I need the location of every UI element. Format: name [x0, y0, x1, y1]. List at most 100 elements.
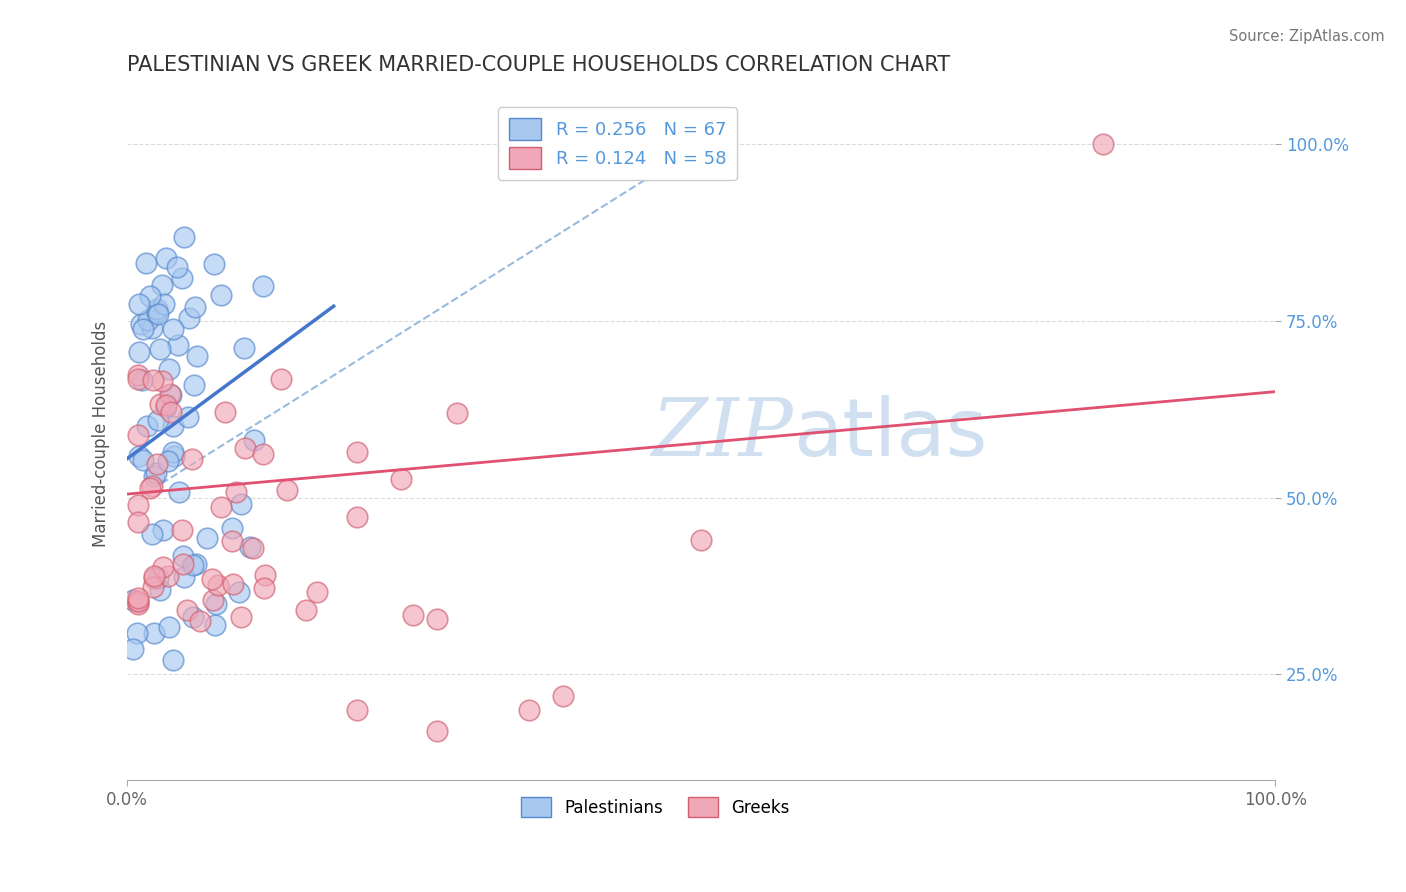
Point — [148, 397, 170, 411]
Point — [232, 342, 254, 356]
Point — [242, 541, 264, 555]
Point — [173, 570, 195, 584]
Point — [517, 703, 540, 717]
Point — [138, 289, 160, 303]
Point — [163, 450, 186, 464]
Point — [131, 373, 153, 387]
Point — [128, 297, 150, 311]
Point — [127, 427, 149, 442]
Point — [346, 510, 368, 524]
Point — [159, 405, 181, 419]
Point — [239, 541, 262, 555]
Point — [136, 313, 159, 327]
Point — [186, 350, 208, 364]
Point — [155, 251, 177, 265]
Point — [162, 444, 184, 458]
Point — [252, 447, 274, 461]
Point — [141, 527, 163, 541]
Point — [253, 581, 276, 595]
Point — [143, 469, 166, 483]
Point — [142, 569, 165, 583]
Point — [138, 481, 160, 495]
Point — [201, 572, 224, 586]
Point — [553, 689, 575, 703]
Point — [145, 467, 167, 481]
Point — [167, 338, 190, 352]
Point — [132, 452, 155, 467]
Point — [202, 593, 225, 607]
Point — [172, 549, 194, 564]
Point — [152, 523, 174, 537]
Point — [270, 372, 292, 386]
Point — [184, 300, 207, 314]
Point — [156, 568, 179, 582]
Point — [205, 598, 228, 612]
Point — [121, 642, 143, 657]
Point — [426, 723, 449, 738]
Point — [231, 497, 253, 511]
Point — [128, 345, 150, 359]
Point — [142, 373, 165, 387]
Point — [152, 277, 174, 292]
Point — [179, 310, 201, 325]
Text: PALESTINIAN VS GREEK MARRIED-COUPLE HOUSEHOLDS CORRELATION CHART: PALESTINIAN VS GREEK MARRIED-COUPLE HOUS… — [127, 55, 950, 75]
Point — [149, 583, 172, 598]
Point — [181, 610, 204, 624]
Point — [146, 571, 169, 585]
Point — [156, 454, 179, 468]
Point — [162, 321, 184, 335]
Point — [135, 255, 157, 269]
Point — [276, 483, 298, 497]
Point — [167, 485, 190, 500]
Point — [162, 419, 184, 434]
Point — [146, 458, 169, 472]
Point — [153, 296, 176, 310]
Point — [128, 449, 150, 463]
Point — [209, 287, 232, 301]
Legend: Palestinians, Greeks: Palestinians, Greeks — [515, 790, 796, 824]
Point — [346, 445, 368, 459]
Point — [307, 584, 329, 599]
Point — [228, 584, 250, 599]
Point — [121, 593, 143, 607]
Point — [149, 343, 172, 357]
Point — [225, 485, 247, 500]
Point — [188, 614, 211, 628]
Point — [1092, 137, 1115, 152]
Point — [142, 625, 165, 640]
Point — [222, 577, 245, 591]
Point — [127, 498, 149, 512]
Point — [177, 410, 200, 425]
Point — [207, 578, 229, 592]
Point — [127, 591, 149, 605]
Point — [209, 500, 232, 515]
Point — [129, 317, 152, 331]
Point — [252, 279, 274, 293]
Point — [162, 653, 184, 667]
Point — [157, 362, 180, 376]
Text: Source: ZipAtlas.com: Source: ZipAtlas.com — [1229, 29, 1385, 44]
Point — [243, 433, 266, 447]
Point — [176, 602, 198, 616]
Point — [127, 515, 149, 529]
Point — [402, 608, 425, 623]
Point — [346, 703, 368, 717]
Point — [172, 558, 194, 572]
Point — [221, 521, 243, 535]
Point — [181, 558, 204, 573]
Point — [155, 398, 177, 412]
Point — [690, 533, 713, 547]
Point — [141, 321, 163, 335]
Point — [142, 580, 165, 594]
Point — [145, 301, 167, 316]
Point — [389, 472, 412, 486]
Point — [233, 441, 256, 455]
Point — [172, 523, 194, 537]
Point — [136, 419, 159, 434]
Point — [152, 559, 174, 574]
Point — [127, 368, 149, 382]
Point — [231, 610, 253, 624]
Point — [202, 257, 225, 271]
Point — [254, 568, 277, 582]
Point — [166, 260, 188, 274]
